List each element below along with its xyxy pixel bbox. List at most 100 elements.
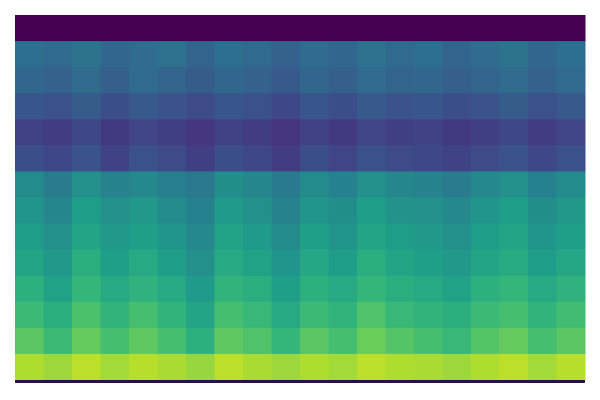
heatmap-cell [186,67,215,94]
heatmap-cell [471,327,500,355]
heatmap-cell [414,41,443,68]
heatmap-cell [72,353,101,381]
heatmap-cell [556,41,586,68]
heatmap-cell [72,15,101,42]
heatmap-cell [157,67,187,94]
heatmap-cell [271,119,301,146]
heatmap-cell [328,275,358,303]
heatmap-cell [414,353,443,381]
heatmap-cell [43,301,73,329]
heatmap-cell [414,197,443,225]
heatmap-cell [214,41,244,68]
heatmap-cell [271,67,301,94]
heatmap-cell [100,93,130,120]
heatmap-cell [157,249,187,277]
heatmap-cell [499,67,529,94]
heatmap-cell [129,249,158,277]
heatmap-cell [499,275,529,303]
heatmap-cell [15,301,44,329]
heatmap-cell [471,301,500,329]
heatmap-cell [15,327,44,355]
heatmap-cell [243,327,272,355]
heatmap-cell [186,223,215,251]
heatmap-cell [300,223,329,251]
heatmap-cell [328,223,358,251]
heatmap-cell [357,145,386,172]
heatmap-cell [442,171,472,198]
heatmap-cell [100,171,130,198]
heatmap-cell [385,223,415,251]
heatmap-cell [186,171,215,198]
heatmap-cell [528,93,557,120]
heatmap-cell [243,353,272,381]
heatmap-cell [442,67,472,94]
heatmap-cell [300,197,329,225]
heatmap-cell [328,93,358,120]
heatmap-cell [442,41,472,68]
heatmap-cell [357,119,386,146]
heatmap-cell [300,353,329,381]
heatmap-cell [271,171,301,198]
heatmap-cell [300,327,329,355]
heatmap-cell [15,197,44,225]
heatmap-cell [271,327,301,355]
heatmap-cell [186,249,215,277]
heatmap-cell [414,93,443,120]
heatmap-cell [214,93,244,120]
heatmap-cell [129,171,158,198]
heatmap-cell [528,301,557,329]
heatmap-cell [357,275,386,303]
heatmap-cell [186,275,215,303]
heatmap-cell [528,41,557,68]
heatmap-cell [214,249,244,277]
heatmap-cell [528,353,557,381]
heatmap-cell [15,223,44,251]
heatmap-cell [300,171,329,198]
heatmap-cell [471,353,500,381]
heatmap-cell [528,327,557,355]
heatmap-cell [157,353,187,381]
heatmap-cell [556,353,586,381]
heatmap-cell [157,301,187,329]
heatmap-cell [271,197,301,225]
heatmap-cell [385,41,415,68]
heatmap-cell [414,301,443,329]
heatmap-cell [328,327,358,355]
heatmap-cell [556,15,586,42]
heatmap-cell [499,93,529,120]
heatmap-cell [414,223,443,251]
heatmap-cell [300,275,329,303]
heatmap-cell [300,15,329,42]
heatmap-cell [328,145,358,172]
heatmap-cell [499,249,529,277]
heatmap-cell [243,119,272,146]
heatmap-cell [271,301,301,329]
heatmap-cell [556,327,586,355]
heatmap-cell [328,197,358,225]
heatmap-cell [43,145,73,172]
heatmap-cell [385,93,415,120]
heatmap-cell [385,171,415,198]
heatmap-cell [72,223,101,251]
heatmap-cell [214,275,244,303]
heatmap-cell [100,67,130,94]
heatmap-cell [442,197,472,225]
heatmap-cell [157,275,187,303]
heatmap-cell [243,41,272,68]
heatmap-cell [300,119,329,146]
heatmap-cell [214,353,244,381]
heatmap-cell [442,353,472,381]
heatmap-cell [157,93,187,120]
heatmap-cell [414,67,443,94]
heatmap-cell [300,67,329,94]
heatmap-cell [328,301,358,329]
heatmap-cell [357,15,386,42]
heatmap-cell [100,223,130,251]
heatmap-cell [300,301,329,329]
heatmap-cell [556,67,586,94]
heatmap-cell [100,197,130,225]
heatmap-cell [15,145,44,172]
heatmap-cell [442,301,472,329]
heatmap-cell [499,41,529,68]
heatmap-cell [528,223,557,251]
